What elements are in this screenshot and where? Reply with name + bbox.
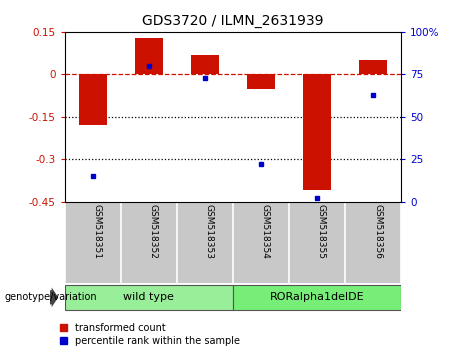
- Title: GDS3720 / ILMN_2631939: GDS3720 / ILMN_2631939: [142, 14, 324, 28]
- Bar: [359, 60, 387, 74]
- Bar: [78, 74, 106, 125]
- Text: GSM518354: GSM518354: [261, 204, 270, 259]
- Bar: [191, 55, 219, 74]
- Text: GSM518352: GSM518352: [148, 204, 158, 259]
- Text: GSM518353: GSM518353: [205, 204, 214, 259]
- Bar: [303, 74, 331, 190]
- Text: GSM518355: GSM518355: [317, 204, 326, 259]
- Text: RORalpha1delDE: RORalpha1delDE: [270, 292, 364, 302]
- Text: GSM518351: GSM518351: [93, 204, 101, 259]
- Bar: [135, 38, 163, 74]
- Bar: [233, 285, 401, 310]
- FancyArrow shape: [50, 287, 58, 307]
- Legend: transformed count, percentile rank within the sample: transformed count, percentile rank withi…: [60, 323, 240, 346]
- Text: GSM518356: GSM518356: [373, 204, 382, 259]
- Bar: [65, 285, 233, 310]
- Bar: [247, 74, 275, 88]
- Text: genotype/variation: genotype/variation: [5, 292, 97, 302]
- Text: wild type: wild type: [123, 292, 174, 302]
